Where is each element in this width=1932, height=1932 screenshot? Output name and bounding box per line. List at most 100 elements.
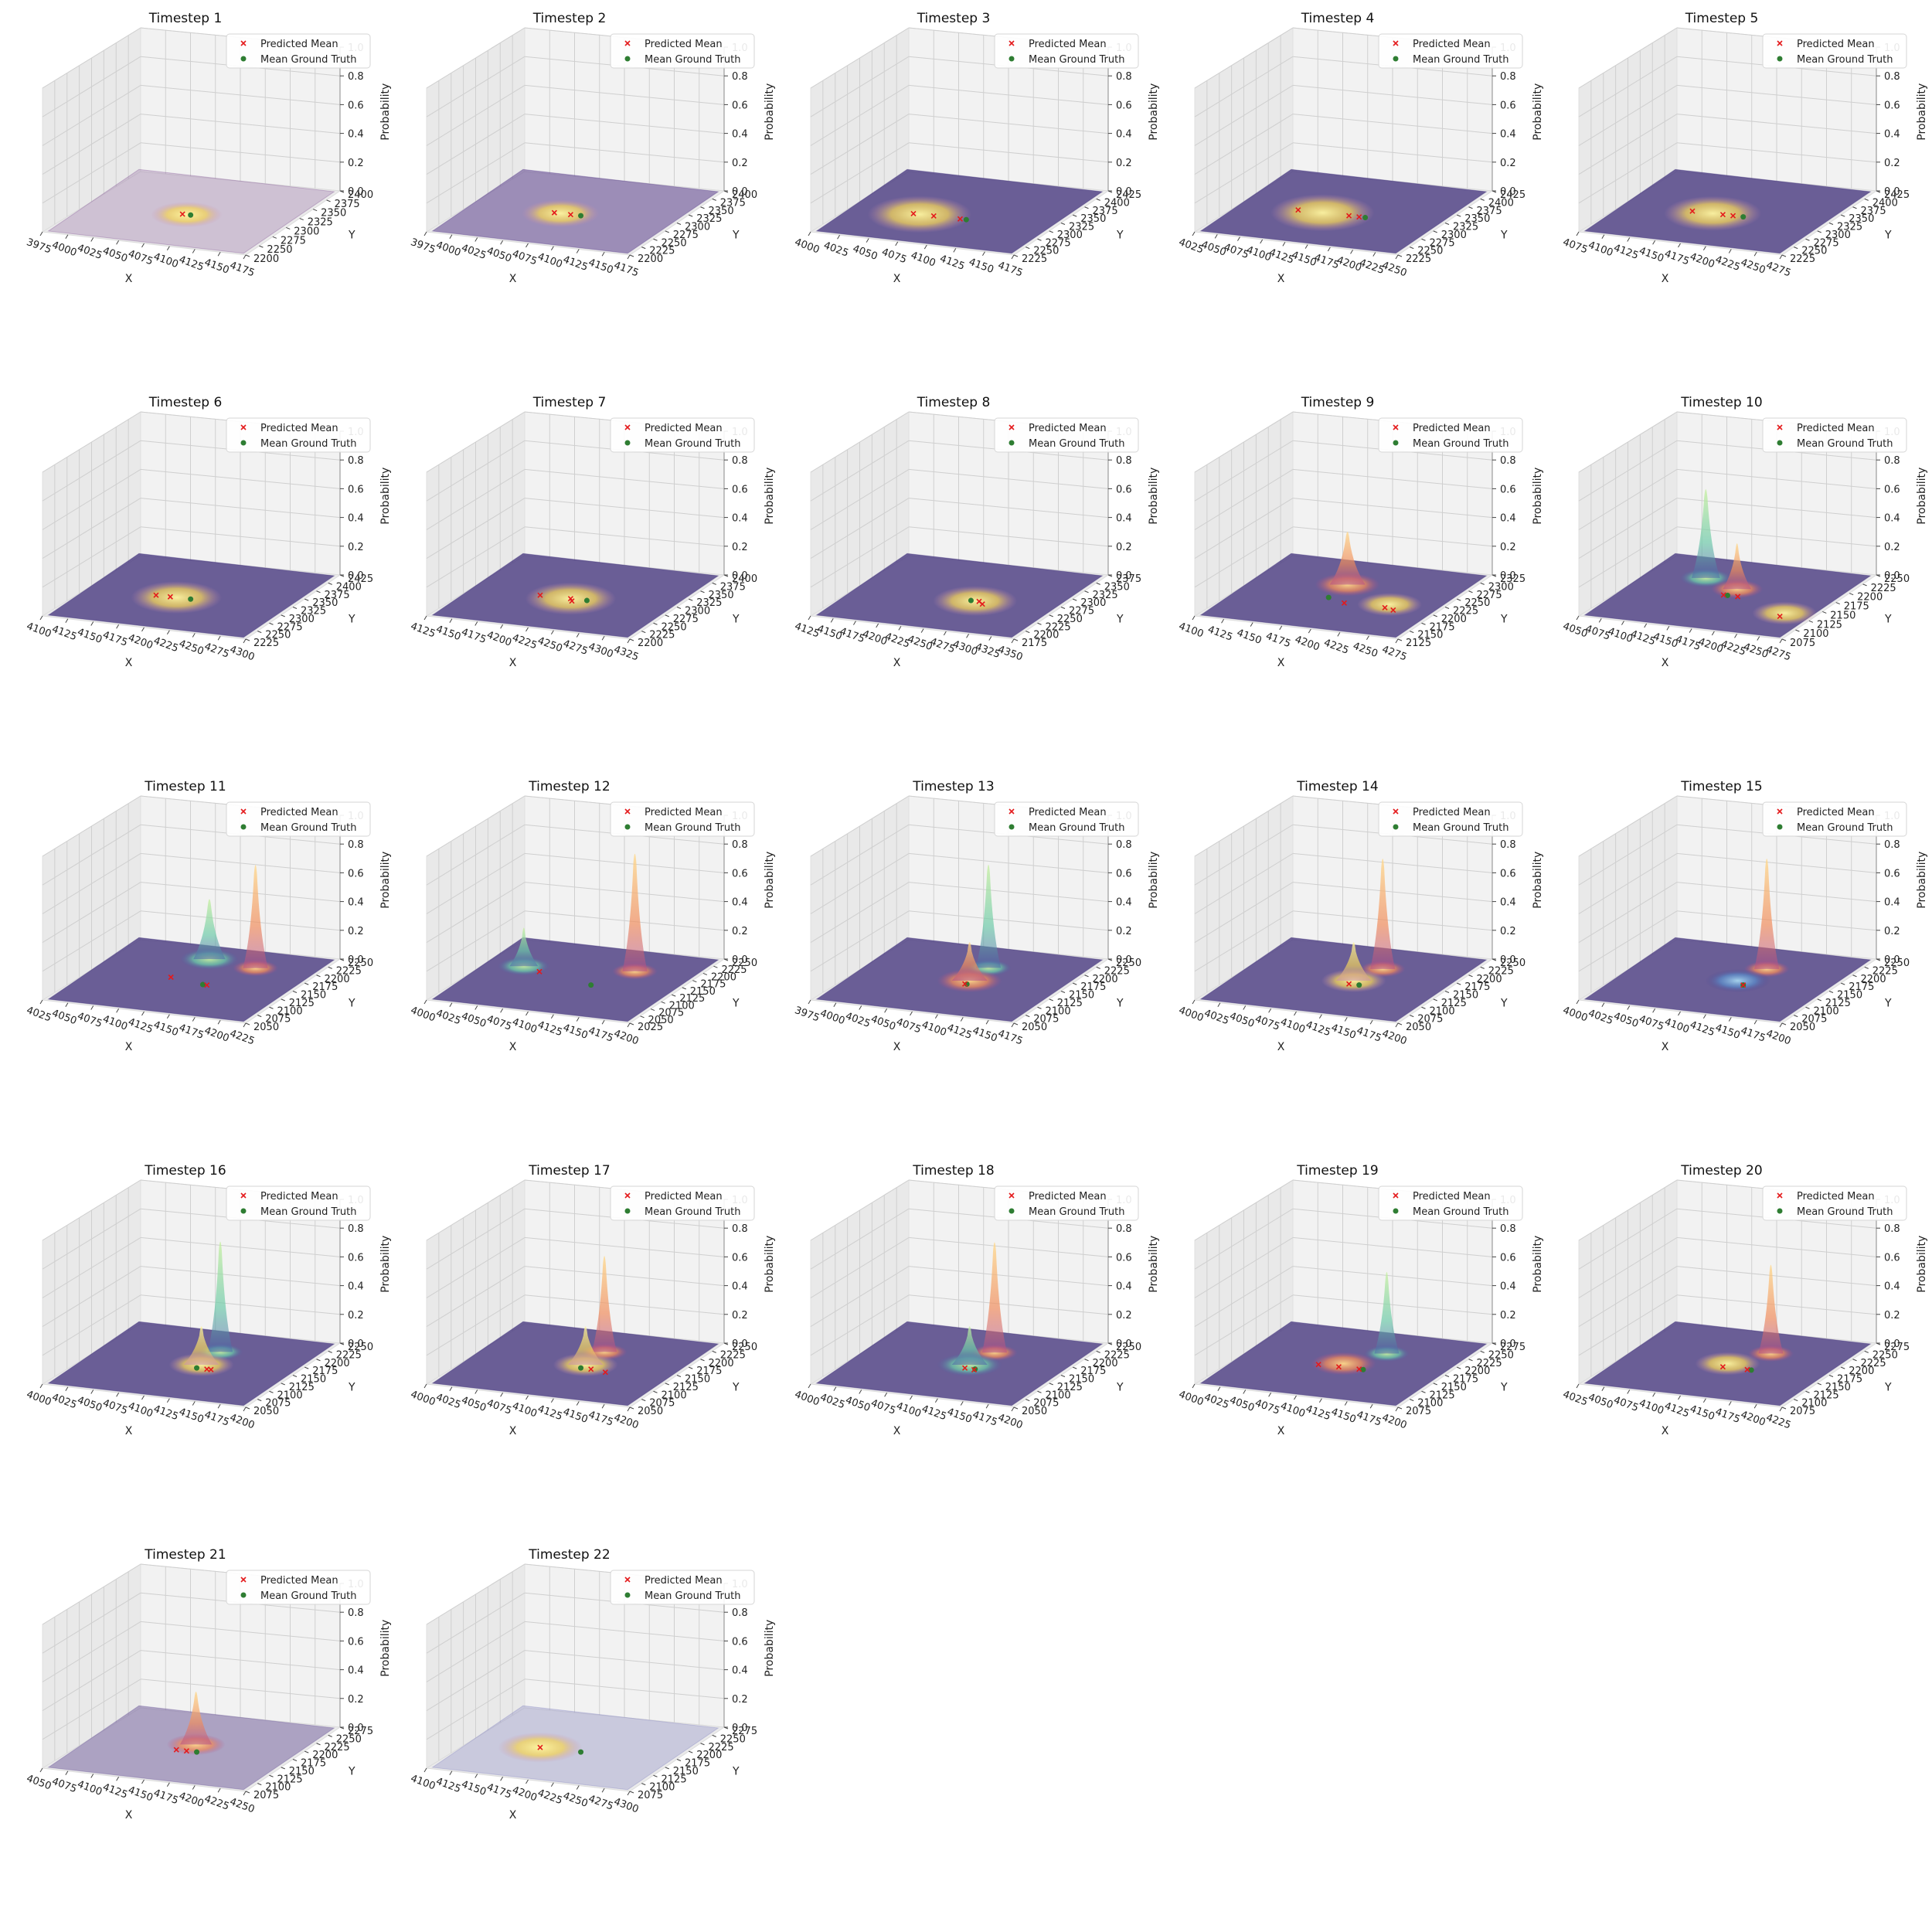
x-tick-label: 4275 bbox=[1380, 644, 1408, 663]
surface-peak bbox=[179, 1691, 213, 1745]
legend-pred-marker bbox=[624, 1577, 631, 1583]
x-tick-label: 4000 bbox=[25, 1389, 53, 1408]
x-tick-label: 4025 bbox=[25, 1005, 53, 1024]
z-tick-label: 0.8 bbox=[348, 1607, 364, 1619]
y-tick-label: 2150 bbox=[673, 1766, 699, 1777]
surface-peak bbox=[207, 1241, 233, 1352]
z-axis-label: Probability bbox=[1148, 468, 1160, 525]
ground-truth-marker bbox=[1362, 215, 1369, 221]
z-axis-label: Probability bbox=[764, 852, 776, 909]
subplot-title: Timestep 17 bbox=[528, 1163, 610, 1179]
y-tick-label: 2125 bbox=[289, 998, 315, 1009]
x-axis-label: X bbox=[125, 273, 133, 285]
z-tick-label: 0.4 bbox=[1884, 129, 1900, 141]
y-axis-label: Y bbox=[732, 230, 740, 242]
z-tick-label: 0.2 bbox=[1116, 158, 1132, 169]
z-tick-label: 0.6 bbox=[1884, 100, 1900, 111]
y-tick-label: 2175 bbox=[1844, 601, 1869, 613]
x-tick-label: 4050 bbox=[25, 1773, 53, 1792]
y-tick-label: 2250 bbox=[1801, 246, 1827, 257]
x-tick-label: 4175 bbox=[485, 1781, 513, 1801]
x-tick-label: 4100 bbox=[1279, 1400, 1307, 1420]
subplot-title: Timestep 15 bbox=[1680, 779, 1762, 794]
y-tick-label: 2400 bbox=[732, 189, 757, 201]
x-tick-label: 4225 bbox=[151, 635, 179, 655]
y-tick-label: 2375 bbox=[720, 581, 746, 593]
y-tick-label: 2075 bbox=[1406, 1406, 1431, 1417]
x-tick-label: 4200 bbox=[485, 629, 513, 648]
surface-peak bbox=[183, 1326, 219, 1365]
y-tick-label: 2375 bbox=[1116, 573, 1141, 585]
x-tick-label: 4100 bbox=[909, 250, 937, 269]
y-tick-label: 2125 bbox=[289, 1382, 315, 1393]
surface-peak-glow bbox=[1357, 593, 1423, 617]
z-axis-label: Probability bbox=[379, 1620, 392, 1677]
predicted-mean-marker bbox=[173, 1747, 179, 1753]
x-tick-label: 4100 bbox=[1279, 1016, 1307, 1036]
legend-label-mean-ground-truth: Mean Ground Truth bbox=[645, 438, 740, 450]
y-tick-label: 2350 bbox=[1080, 213, 1106, 225]
legend-gt-marker bbox=[240, 56, 247, 62]
z-tick-label: 0.4 bbox=[732, 513, 748, 525]
y-tick-label: 2225 bbox=[1861, 1358, 1886, 1369]
z-tick-label: 0.8 bbox=[1884, 455, 1900, 467]
x-tick-label: 4125 bbox=[1688, 1019, 1716, 1039]
y-tick-label: 2275 bbox=[1069, 606, 1094, 617]
y-tick-label: 2200 bbox=[638, 253, 663, 265]
legend: Predicted Mean Mean Ground Truth bbox=[610, 1185, 755, 1221]
y-tick-label: 2300 bbox=[1441, 230, 1467, 241]
z-tick-label: 0.2 bbox=[1116, 1310, 1132, 1321]
ground-truth-marker bbox=[188, 212, 194, 218]
x-tick-label: 4175 bbox=[587, 1409, 614, 1428]
legend: Predicted Mean Mean Ground Truth bbox=[226, 1570, 371, 1605]
predicted-mean-marker bbox=[1345, 981, 1352, 987]
z-tick-label: 0.4 bbox=[1500, 1281, 1516, 1293]
ground-truth-marker bbox=[1725, 593, 1730, 598]
ground-truth-marker bbox=[194, 1365, 200, 1371]
x-tick-label: 4275 bbox=[202, 641, 230, 660]
surface-peak-glow bbox=[1311, 1352, 1376, 1376]
z-tick-label: 0.0 bbox=[732, 570, 748, 582]
legend-pred-marker bbox=[624, 40, 631, 46]
predicted-mean-marker bbox=[1341, 600, 1348, 606]
x-tick-label: 4150 bbox=[561, 1022, 589, 1042]
z-tick-label: 0.2 bbox=[732, 542, 748, 553]
z-axis-label: Probability bbox=[764, 83, 776, 141]
x-tick-label: 4175 bbox=[1355, 1409, 1383, 1428]
x-tick-label: 4150 bbox=[1235, 628, 1263, 647]
surface-peak-glow bbox=[1705, 969, 1770, 992]
y-tick-label: 2200 bbox=[1033, 630, 1059, 641]
x-tick-label: 4200 bbox=[1380, 1412, 1408, 1431]
y-axis-label: Y bbox=[1884, 1382, 1892, 1394]
y-tick-label: 2150 bbox=[1069, 990, 1094, 1002]
y-tick-label: 2075 bbox=[649, 1398, 675, 1410]
y-tick-label: 2325 bbox=[1837, 222, 1862, 233]
y-tick-label: 2250 bbox=[1884, 573, 1910, 585]
ground-truth-marker bbox=[1356, 982, 1362, 988]
x-tick-label: 4300 bbox=[228, 644, 256, 663]
y-tick-label: 2125 bbox=[277, 1774, 303, 1785]
x-tick-label: 4225 bbox=[1713, 254, 1741, 274]
z-tick-label: 0.2 bbox=[348, 542, 364, 553]
subplot-title: Timestep 6 bbox=[148, 395, 223, 410]
predicted-mean-marker bbox=[208, 1366, 214, 1372]
y-tick-label: 2375 bbox=[1861, 206, 1886, 217]
x-tick-label: 4125 bbox=[127, 1016, 155, 1036]
predicted-mean-marker bbox=[183, 1748, 189, 1754]
subplot-title: Timestep 1 bbox=[148, 11, 223, 26]
y-tick-label: 2075 bbox=[1790, 638, 1815, 649]
x-tick-label: 4150 bbox=[1329, 1406, 1357, 1426]
x-tick-label: 4000 bbox=[409, 1005, 437, 1024]
x-tick-label: 4225 bbox=[228, 1028, 256, 1047]
y-axis-label: Y bbox=[1884, 230, 1892, 242]
y-tick-label: 2050 bbox=[638, 1406, 663, 1417]
legend-pred-marker bbox=[1009, 1192, 1015, 1199]
y-tick-label: 2225 bbox=[1104, 965, 1130, 977]
z-tick-label: 0.8 bbox=[1116, 839, 1132, 851]
legend-label-predicted-mean: Predicted Mean bbox=[260, 423, 338, 434]
y-axis-label: Y bbox=[732, 1766, 740, 1778]
y-axis-label: Y bbox=[1116, 998, 1124, 1010]
legend-label-mean-ground-truth: Mean Ground Truth bbox=[1413, 54, 1509, 66]
y-tick-label: 2025 bbox=[638, 1022, 663, 1033]
